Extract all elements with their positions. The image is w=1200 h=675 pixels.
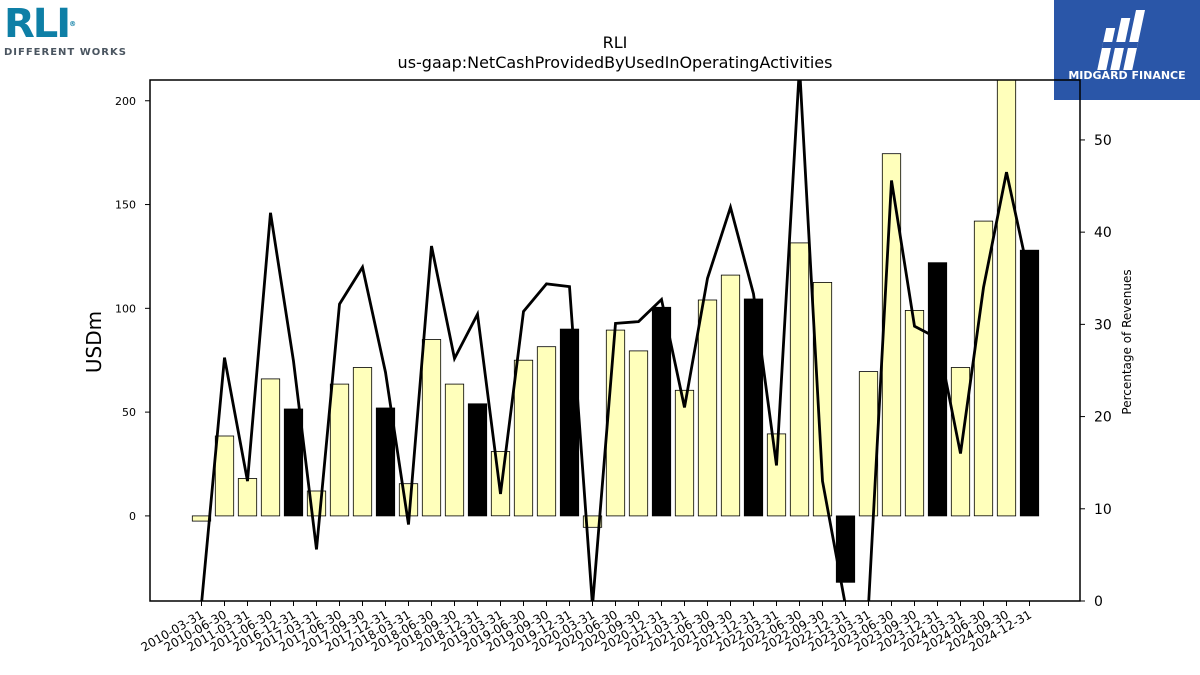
y-axis-label: USDm: [82, 311, 106, 373]
bar-2020-09-30: [628, 350, 649, 517]
x-axis: 2010-03-312010-06-302011-03-312011-06-30…: [139, 601, 1034, 654]
bar-2017-06-30: [329, 383, 350, 517]
bar-2020-03-31: [582, 515, 603, 528]
bar-2016-12-31: [283, 408, 304, 517]
y2-tick-label: 20: [1094, 410, 1112, 426]
y-tick-label: 100: [115, 302, 136, 315]
bar-2023-12-31: [927, 262, 948, 517]
bar-2022-06-30: [789, 242, 810, 517]
bar-2017-09-30: [352, 367, 373, 517]
y2-tick-label: 50: [1094, 133, 1112, 149]
y-tick-label: 150: [115, 199, 136, 212]
bar-2020-12-31: [651, 306, 672, 517]
bar-2019-06-30: [513, 359, 534, 517]
bar-2024-09-30: [996, 80, 1017, 517]
y-tick-label: 50: [122, 406, 136, 419]
midgard-emblem-icon: [1097, 10, 1145, 70]
bar-2023-09-30: [904, 309, 925, 517]
bar-2017-12-31: [375, 407, 396, 517]
y2-axis: 0 10 20 30 40 50: [1080, 133, 1112, 610]
y2-tick-label: 40: [1094, 225, 1112, 241]
midgard-finance-logo: MIDGARD FINANCE: [1054, 0, 1200, 100]
bar-2018-09-30: [444, 383, 465, 517]
rli-logo-tagline: DIFFERENT WORKS: [4, 47, 127, 58]
bar-2022-09-30: [812, 281, 833, 517]
bar-2018-12-31: [467, 403, 488, 517]
bar-2019-09-30: [536, 346, 557, 517]
bar-2020-06-30: [605, 329, 626, 517]
bar-2011-06-30: [260, 378, 281, 517]
percentage-of-revenues-line: [200, 80, 1031, 601]
line-series: [200, 80, 1031, 601]
bar-2010-06-30: [214, 435, 235, 517]
bar-2022-03-31: [766, 433, 787, 517]
bar-2018-06-30: [421, 339, 442, 517]
bar-2021-06-30: [697, 299, 718, 517]
y2-tick-label: 0: [1094, 594, 1103, 610]
bar-2024-06-30: [973, 220, 994, 517]
rli-logo-text: RLI: [4, 1, 71, 47]
bar-2021-03-31: [674, 389, 695, 517]
bar-2024-12-31: [1019, 249, 1040, 517]
y-tick-label: 0: [129, 510, 136, 523]
registered-mark-icon: ®: [69, 20, 76, 28]
midgard-logo-text: MIDGARD FINANCE: [1068, 69, 1186, 82]
chart-subtitle: us-gaap:NetCashProvidedByUsedInOperating…: [398, 53, 833, 72]
rli-logo: RLI® DIFFERENT WORKS: [4, 4, 144, 62]
y2-axis-label: Percentage of Revenues: [1120, 269, 1134, 414]
bar-2023-06-30: [881, 153, 902, 517]
y2-tick-label: 10: [1094, 502, 1112, 518]
y2-tick-label: 30: [1094, 317, 1112, 333]
chart-title: RLI: [603, 33, 628, 52]
bar-2024-03-31: [950, 367, 971, 517]
bar-series: [191, 80, 1040, 583]
y-axis: 0 50 100 150 200: [115, 95, 150, 523]
bar-2011-03-31: [237, 478, 258, 517]
bar-2021-09-30: [720, 274, 741, 517]
y-tick-label: 200: [115, 95, 136, 108]
